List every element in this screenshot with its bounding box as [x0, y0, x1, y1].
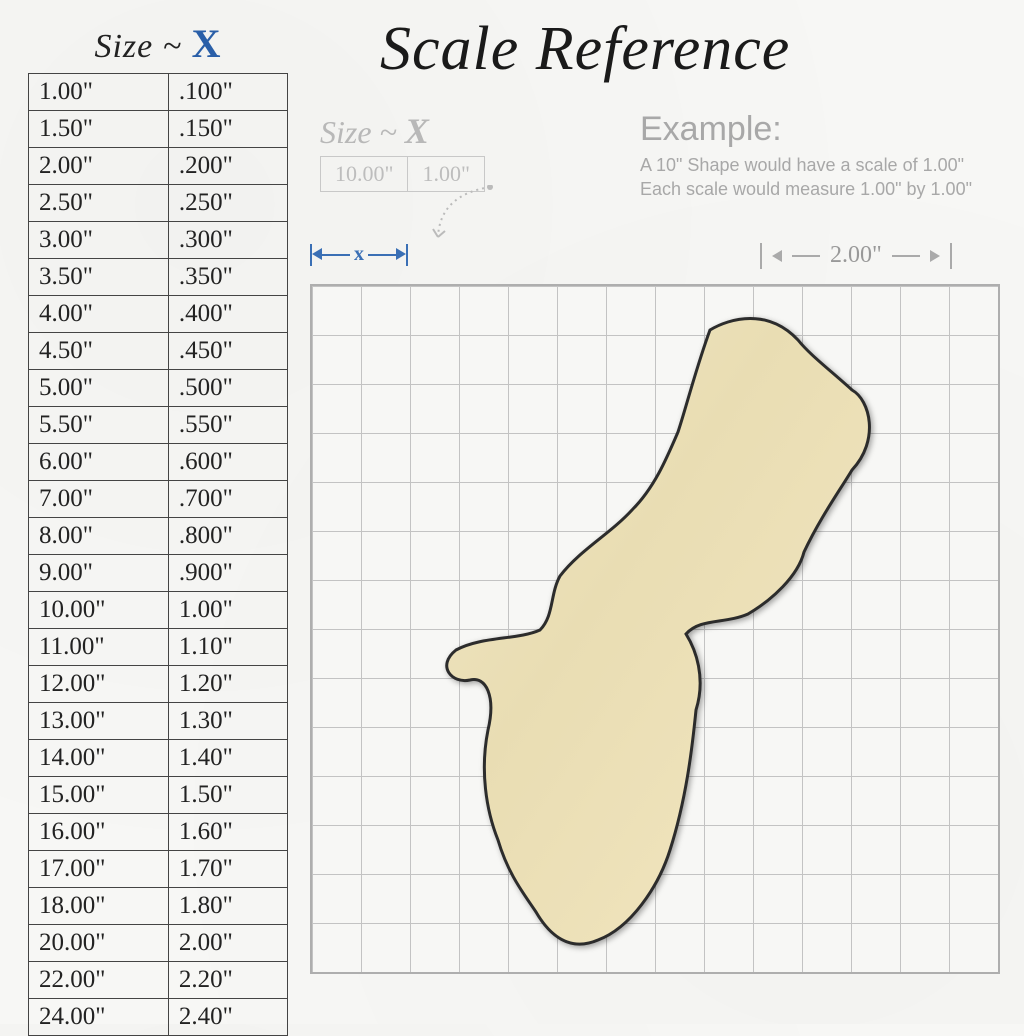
example-heading: Example:	[640, 110, 972, 149]
x-dimension-marker: x	[310, 240, 408, 266]
table-cell: 16.00"	[29, 814, 169, 851]
table-cell: 9.00"	[29, 555, 169, 592]
table-cell: 1.10"	[168, 629, 287, 666]
table-heading-x: X	[192, 21, 222, 66]
table-cell: 1.60"	[168, 814, 287, 851]
table-heading-prefix: Size ~	[94, 28, 191, 65]
table-cell: 24.00"	[29, 999, 169, 1036]
mini-cell-size: 10.00"	[321, 157, 408, 192]
table-cell: 2.40"	[168, 999, 287, 1036]
table-cell: 1.50"	[29, 111, 169, 148]
table-cell: .550"	[168, 407, 287, 444]
mini-heading-x: X	[405, 111, 429, 151]
table-cell: 2.00"	[168, 925, 287, 962]
table-row: 5.50".550"	[29, 407, 288, 444]
table-cell: 2.00"	[29, 148, 169, 185]
table-cell: .700"	[168, 481, 287, 518]
table-cell: .350"	[168, 259, 287, 296]
table-cell: .500"	[168, 370, 287, 407]
grid-dimension-label: 2.00"	[830, 242, 882, 269]
table-row: 15.00"1.50"	[29, 777, 288, 814]
grid-dimension-marker: 2.00"	[760, 242, 952, 269]
table-cell: .800"	[168, 518, 287, 555]
table-cell: 1.40"	[168, 740, 287, 777]
page-title: Scale Reference	[380, 14, 790, 85]
table-row: 17.00"1.70"	[29, 851, 288, 888]
table-cell: 4.50"	[29, 333, 169, 370]
example-line-2: Each scale would measure 1.00" by 1.00"	[640, 177, 972, 201]
table-cell: 1.80"	[168, 888, 287, 925]
table-cell: .400"	[168, 296, 287, 333]
mini-example-table: Size ~ X 10.00" 1.00"	[320, 110, 485, 192]
table-cell: .300"	[168, 222, 287, 259]
table-row: 22.00"2.20"	[29, 962, 288, 999]
table-row: 11.00"1.10"	[29, 629, 288, 666]
table-row: 18.00"1.80"	[29, 888, 288, 925]
table-cell: 12.00"	[29, 666, 169, 703]
scale-table-panel: Size ~ X 1.00".100"1.50".150"2.00".200"2…	[28, 20, 288, 1036]
table-cell: 18.00"	[29, 888, 169, 925]
table-cell: 1.20"	[168, 666, 287, 703]
table-cell: 2.20"	[168, 962, 287, 999]
table-cell: 22.00"	[29, 962, 169, 999]
table-row: 2.50".250"	[29, 185, 288, 222]
table-row: 1.00".100"	[29, 74, 288, 111]
table-row: 24.00"2.40"	[29, 999, 288, 1036]
table-row: 4.50".450"	[29, 333, 288, 370]
table-cell: 13.00"	[29, 703, 169, 740]
table-heading: Size ~ X	[28, 20, 288, 67]
table-row: 16.00"1.60"	[29, 814, 288, 851]
table-cell: 1.50"	[168, 777, 287, 814]
table-cell: 17.00"	[29, 851, 169, 888]
table-cell: 4.00"	[29, 296, 169, 333]
table-row: 6.00".600"	[29, 444, 288, 481]
table-cell: 1.30"	[168, 703, 287, 740]
table-cell: 15.00"	[29, 777, 169, 814]
table-cell: .900"	[168, 555, 287, 592]
table-cell: 1.70"	[168, 851, 287, 888]
table-row: 5.00".500"	[29, 370, 288, 407]
example-text-block: Example: A 10" Shape would have a scale …	[640, 110, 972, 202]
table-cell: 10.00"	[29, 592, 169, 629]
table-row: 1.50".150"	[29, 111, 288, 148]
table-cell: .600"	[168, 444, 287, 481]
table-cell: 14.00"	[29, 740, 169, 777]
table-row: 4.00".400"	[29, 296, 288, 333]
table-cell: 1.00"	[168, 592, 287, 629]
table-row: 14.00"1.40"	[29, 740, 288, 777]
table-row: 9.00".900"	[29, 555, 288, 592]
table-cell: .200"	[168, 148, 287, 185]
table-cell: .100"	[168, 74, 287, 111]
table-cell: 8.00"	[29, 518, 169, 555]
table-cell: 11.00"	[29, 629, 169, 666]
example-line-1: A 10" Shape would have a scale of 1.00"	[640, 153, 972, 177]
table-cell: .450"	[168, 333, 287, 370]
table-row: 8.00".800"	[29, 518, 288, 555]
table-cell: .250"	[168, 185, 287, 222]
table-row: 2.00".200"	[29, 148, 288, 185]
callout-arrow-icon	[430, 185, 510, 245]
table-cell: 2.50"	[29, 185, 169, 222]
table-cell: 7.00"	[29, 481, 169, 518]
table-row: 12.00"1.20"	[29, 666, 288, 703]
scale-table: 1.00".100"1.50".150"2.00".200"2.50".250"…	[28, 73, 288, 1036]
x-dimension-label: x	[350, 243, 368, 265]
table-row: 20.00"2.00"	[29, 925, 288, 962]
table-cell: 3.00"	[29, 222, 169, 259]
table-row: 13.00"1.30"	[29, 703, 288, 740]
table-cell: 6.00"	[29, 444, 169, 481]
mini-heading-prefix: Size ~	[320, 114, 405, 150]
table-cell: 5.00"	[29, 370, 169, 407]
table-row: 3.00".300"	[29, 222, 288, 259]
table-cell: 5.50"	[29, 407, 169, 444]
table-cell: 3.50"	[29, 259, 169, 296]
table-cell: .150"	[168, 111, 287, 148]
table-row: 7.00".700"	[29, 481, 288, 518]
table-cell: 20.00"	[29, 925, 169, 962]
table-row: 10.00"1.00"	[29, 592, 288, 629]
wood-shape	[380, 300, 940, 980]
table-row: 3.50".350"	[29, 259, 288, 296]
table-cell: 1.00"	[29, 74, 169, 111]
